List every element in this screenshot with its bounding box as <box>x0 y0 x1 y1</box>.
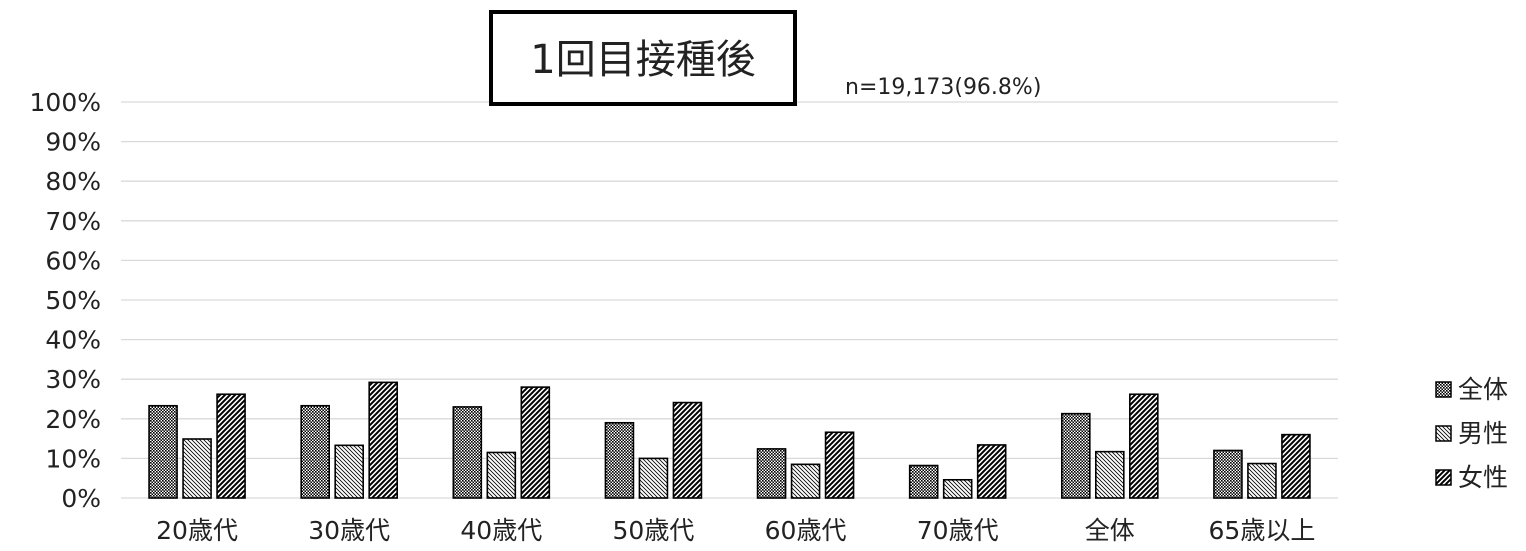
x-tick-label: 40歳代 <box>460 516 542 545</box>
bar-dots <box>148 404 178 499</box>
y-axis-tick-labels: 0% 10% 20% 30% 40% 50% 60% 70% 80% 90% 100% <box>30 88 101 513</box>
x-tick-label: 50歳代 <box>613 516 695 545</box>
bar-dots <box>756 448 787 499</box>
legend-label: 男性 <box>1458 419 1508 448</box>
legend-swatch <box>1435 381 1452 398</box>
x-axis-tick-labels: 20歳代 30歳代 40歳代 50歳代 60歳代 70歳代 全体 65歳以上 <box>156 516 1315 545</box>
y-tick-label: 90% <box>45 128 101 157</box>
bar-hatch <box>368 381 398 499</box>
bar-hatch <box>824 431 855 499</box>
bar-hatch <box>1281 433 1311 499</box>
bar-hatch <box>672 401 703 499</box>
y-tick-label: 40% <box>45 326 101 355</box>
y-tick-label: 10% <box>45 444 101 473</box>
bar-dots <box>1061 412 1091 499</box>
y-tick-label: 70% <box>45 207 101 236</box>
bar-back-hatch <box>942 478 973 499</box>
bar-back-hatch <box>1247 462 1277 499</box>
bar-dots <box>452 406 483 499</box>
bar-back-hatch <box>182 438 212 499</box>
chart-title: 1回目接種後 <box>530 37 755 83</box>
bars <box>148 381 1311 499</box>
bar-dots <box>604 421 635 499</box>
bar-back-hatch <box>334 444 364 499</box>
bar-dots <box>908 464 939 499</box>
y-tick-label: 30% <box>45 365 101 394</box>
bar-dots <box>1213 449 1243 499</box>
legend-swatch <box>1435 469 1452 486</box>
bar-back-hatch <box>486 451 517 499</box>
bar-hatch <box>216 393 246 499</box>
y-tick-label: 0% <box>61 484 101 513</box>
legend-label: 女性 <box>1458 463 1508 492</box>
bar-back-hatch <box>1095 450 1125 499</box>
y-tick-label: 20% <box>45 405 101 434</box>
bar-hatch <box>520 386 551 499</box>
y-tick-label: 60% <box>45 246 101 275</box>
y-tick-label: 50% <box>45 286 101 315</box>
chart-subtitle: n=19,173(96.8%) <box>845 75 1041 100</box>
bar-hatch <box>976 444 1007 499</box>
bar-back-hatch <box>790 463 821 499</box>
legend-swatch <box>1435 425 1452 442</box>
y-tick-label: 100% <box>30 88 101 117</box>
x-tick-label: 70歳代 <box>917 516 999 545</box>
x-tick-label: 30歳代 <box>308 516 390 545</box>
bar-back-hatch <box>638 457 669 499</box>
bar-hatch <box>1129 393 1159 499</box>
bar-dots <box>300 404 330 499</box>
x-tick-label: 65歳以上 <box>1209 516 1316 545</box>
title-box: 1回目接種後 <box>489 10 797 106</box>
x-tick-label: 60歳代 <box>765 516 847 545</box>
y-tick-label: 80% <box>45 167 101 196</box>
legend-label: 全体 <box>1458 375 1508 404</box>
x-tick-label: 全体 <box>1085 516 1135 545</box>
x-tick-label: 20歳代 <box>156 516 238 545</box>
